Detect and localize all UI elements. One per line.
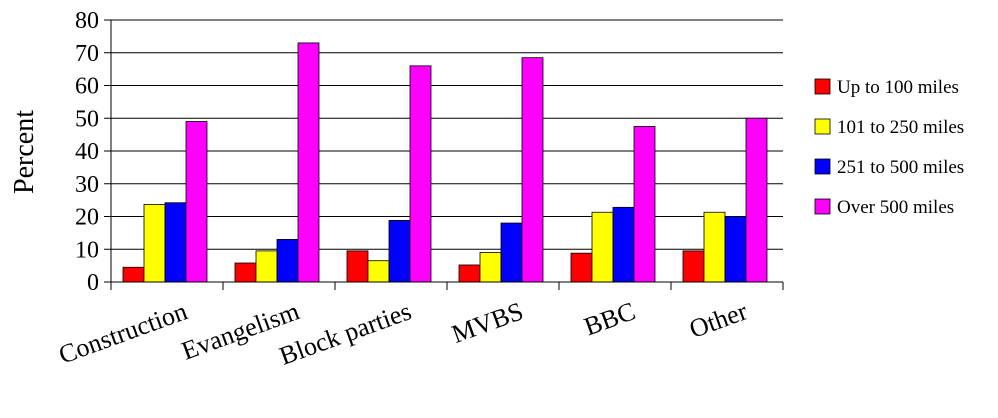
bar-over-500-miles-mvbs <box>521 57 544 283</box>
legend: Up to 100 miles 101 to 250 miles 251 to 50… <box>814 77 964 218</box>
bar-over-500-miles-evangelism <box>297 42 320 283</box>
bar-101-to-250-miles-other <box>703 211 726 283</box>
legend-swatch <box>814 158 831 175</box>
legend-swatch <box>814 198 831 215</box>
bar-251-to-500-miles-other <box>724 216 747 283</box>
y-tick-label: 20 <box>75 205 99 231</box>
bar-101-to-250-miles-block-parties <box>367 260 390 283</box>
legend-label: Up to 100 miles <box>837 77 959 98</box>
y-tick-labels: 0 10 20 30 40 50 60 70 80 <box>75 8 111 296</box>
bar-251-to-500-miles-construction <box>164 202 187 283</box>
bar-up-to-100-miles-other <box>682 250 705 283</box>
legend-swatch <box>814 78 831 95</box>
bar-up-to-100-miles-mvbs <box>458 264 481 283</box>
axes <box>110 20 784 290</box>
legend-label: 251 to 500 miles <box>837 157 964 178</box>
y-tick-label: 30 <box>75 172 99 198</box>
bar-up-to-100-miles-bbc <box>570 252 593 283</box>
y-tick-label: 40 <box>75 139 99 165</box>
y-tick-label: 60 <box>75 74 99 100</box>
bar-101-to-250-miles-construction <box>143 203 166 283</box>
bar-over-500-miles-block-parties <box>409 65 432 283</box>
y-tick-label: 50 <box>75 106 99 132</box>
bar-251-to-500-miles-bbc <box>612 206 635 283</box>
grid-lines <box>111 19 783 250</box>
legend-swatch <box>814 118 831 135</box>
bar-up-to-100-miles-evangelism <box>234 262 257 283</box>
y-axis-label: Percent <box>9 110 40 194</box>
y-tick-label: 10 <box>75 237 99 263</box>
x-tick-label: Other <box>686 296 752 344</box>
legend-label: 101 to 250 miles <box>837 117 964 138</box>
bar-over-500-miles-bbc <box>633 126 656 283</box>
bar-101-to-250-miles-mvbs <box>479 252 502 283</box>
bar-251-to-500-miles-evangelism <box>276 239 299 283</box>
x-tick-label: MVBS <box>448 296 527 348</box>
bars <box>122 42 768 283</box>
bar-over-500-miles-construction <box>185 121 208 283</box>
bar-101-to-250-miles-evangelism <box>255 250 278 283</box>
legend-label: Over 500 miles <box>837 197 954 218</box>
y-tick-label: 0 <box>87 270 99 296</box>
bar-251-to-500-miles-block-parties <box>388 220 411 283</box>
y-tick-label: 70 <box>75 41 99 67</box>
y-tick-label: 80 <box>75 8 99 34</box>
bar-251-to-500-miles-mvbs <box>500 222 523 283</box>
bar-over-500-miles-other <box>745 117 768 283</box>
bar-101-to-250-miles-bbc <box>591 211 614 283</box>
bar-up-to-100-miles-construction <box>122 266 145 283</box>
x-tick-label: BBC <box>580 296 639 341</box>
x-tick-label: Construction <box>55 296 191 369</box>
bar-up-to-100-miles-block-parties <box>346 250 369 283</box>
